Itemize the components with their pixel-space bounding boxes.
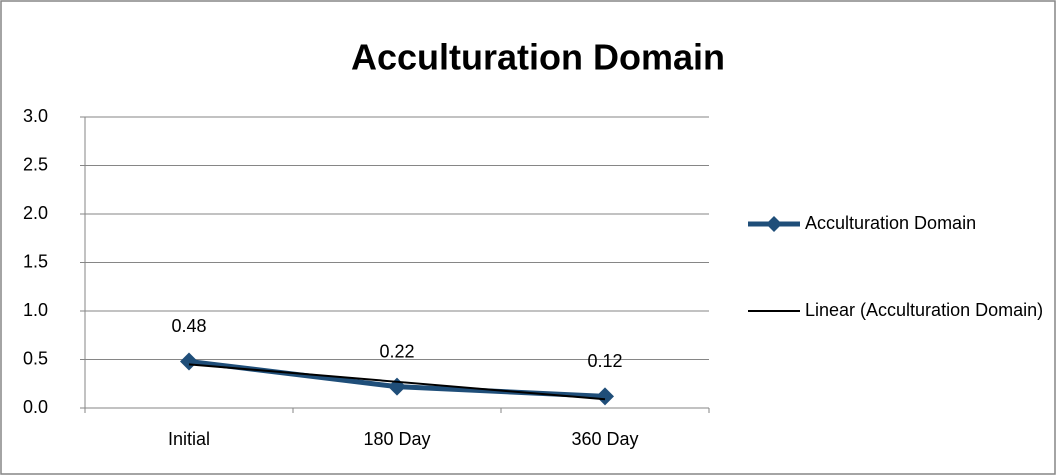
- y-tick-label: 0.0: [23, 397, 48, 417]
- x-tick-label: 360 Day: [571, 429, 638, 449]
- marker: [596, 387, 614, 406]
- y-tick-label: 2.0: [23, 203, 48, 223]
- y-tick-label: 2.5: [23, 154, 48, 174]
- marker: [180, 352, 198, 371]
- y-tick-label: 1.0: [23, 300, 48, 320]
- series-line: [188, 363, 606, 401]
- legend-label: Linear (Acculturation Domain): [805, 300, 1044, 320]
- data-label: 0.48: [171, 316, 206, 336]
- x-tick-label: Initial: [168, 429, 210, 449]
- legend-label: Acculturation Domain: [805, 213, 977, 233]
- y-tick-label: 0.5: [23, 348, 48, 368]
- y-tick-label: 3.0: [23, 106, 48, 126]
- legend-marker: [766, 216, 782, 232]
- x-tick-label: 180 Day: [363, 429, 430, 449]
- data-label: 0.22: [379, 341, 414, 361]
- y-tick-label: 1.5: [23, 251, 48, 271]
- chart-title: Acculturation Domain: [351, 37, 725, 78]
- data-label: 0.12: [587, 351, 622, 371]
